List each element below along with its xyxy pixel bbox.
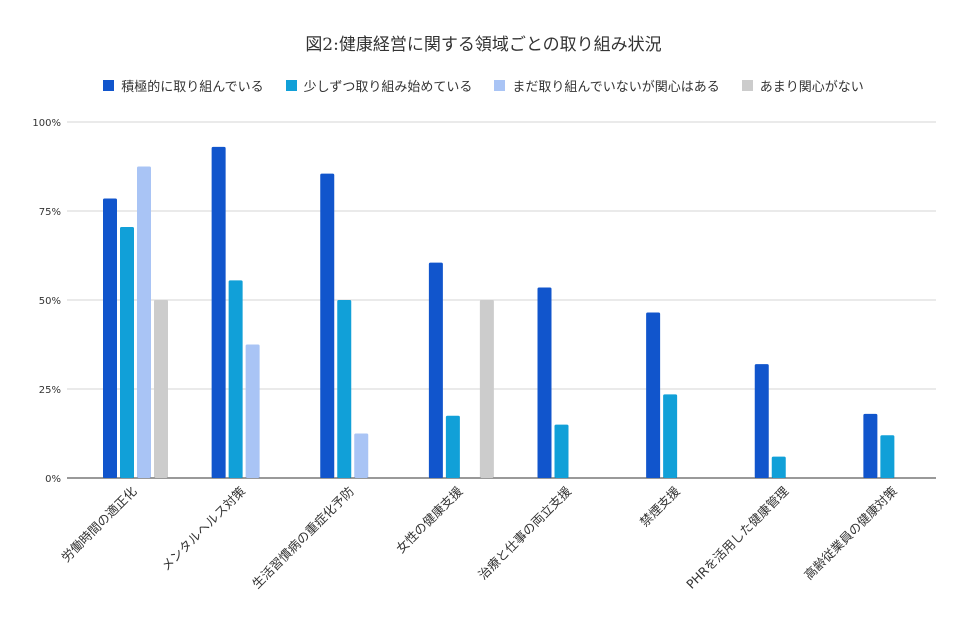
chart-title: 図2:健康経営に関する領域ごとの取り組み状況 [305, 35, 662, 55]
x-tick-label: 禁煙支援 [637, 483, 683, 529]
x-tick-label: メンタルヘルス対策 [158, 483, 249, 574]
bar-1 [754, 364, 769, 478]
legend-swatch [285, 80, 297, 91]
legend-item: あまり関心がない [741, 76, 864, 95]
y-tick-label: 50% [39, 296, 61, 307]
legend-swatch [103, 80, 115, 91]
legend-swatch [741, 80, 753, 91]
bar-2 [445, 415, 460, 478]
y-tick-label: 75% [39, 207, 61, 218]
bar-2 [771, 456, 786, 478]
bar-3 [354, 433, 369, 478]
legend-item: まだ取り組んでいないが関心はある [494, 76, 720, 95]
x-tick-label: 治療と仕事の両立支援 [475, 483, 574, 582]
bar-1 [211, 146, 226, 479]
legend-label: まだ取り組んでいないが関心はある [512, 80, 720, 95]
bar-1 [320, 173, 335, 478]
legend-item: 少しずつ取り組み始めている [285, 76, 473, 95]
legend-label: 積極的に取り組んでいる [121, 80, 264, 95]
legend-label: あまり関心がない [759, 80, 864, 95]
bar-4 [479, 300, 494, 478]
y-tick-label: 100% [32, 118, 61, 129]
legend-swatch [494, 80, 506, 91]
bar-3 [245, 344, 260, 478]
bar-1 [863, 413, 878, 478]
y-tick-label: 25% [39, 385, 61, 396]
bar-4 [154, 300, 168, 478]
x-tick-label: 女性の健康支援 [393, 483, 466, 556]
bar-1 [646, 312, 661, 478]
x-tick-label: 生活習慣病の重症化予防 [249, 484, 357, 592]
legend-label: 少しずつ取り組み始めている [303, 80, 473, 95]
bar-2 [337, 300, 352, 478]
legend: 積極的に取り組んでいる 少しずつ取り組み始めている まだ取り組んでいないが関心はある… [0, 76, 967, 95]
legend-item: 積極的に取り組んでいる [103, 76, 264, 95]
bar-2 [120, 227, 134, 478]
bar-2 [228, 280, 243, 478]
bar-3 [137, 166, 151, 478]
bar-2 [880, 435, 895, 478]
x-tick-label: 高齢従業員の健康対策 [801, 483, 900, 582]
x-tick-label: PHRを活用した健康管理 [683, 483, 792, 592]
bar-1 [103, 198, 117, 479]
x-tick-label: 労働時間の適正化 [58, 483, 140, 565]
bar-1 [428, 262, 443, 478]
bar-1 [537, 287, 552, 478]
bar-2 [663, 394, 678, 478]
y-tick-label: 0% [45, 474, 61, 485]
bar-2 [554, 424, 569, 478]
